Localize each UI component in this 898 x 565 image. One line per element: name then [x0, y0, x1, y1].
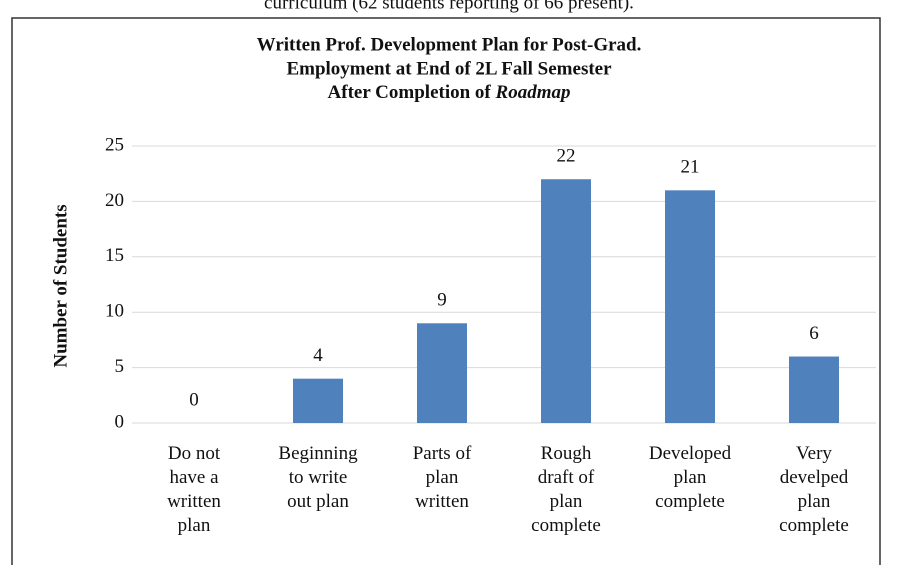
- data-label: 4: [313, 345, 323, 366]
- y-tick-label: 10: [105, 301, 124, 322]
- y-tick-label: 25: [105, 134, 124, 155]
- bar: [665, 190, 715, 423]
- y-tick-label: 0: [115, 411, 125, 432]
- data-label: 6: [809, 323, 819, 344]
- y-tick-label: 15: [105, 245, 124, 266]
- x-tick-label: Very develped plan complete: [779, 443, 849, 536]
- chart-title: After Completion of Roadmap: [328, 82, 571, 103]
- y-axis-title: Number of Students: [50, 204, 71, 367]
- x-tick-label: Do not have a written plan: [167, 443, 221, 536]
- data-label: 21: [681, 157, 700, 178]
- data-label: 22: [557, 146, 576, 167]
- x-tick-label: Beginning to write out plan: [278, 443, 358, 512]
- y-tick-label: 20: [105, 190, 124, 211]
- bar: [293, 378, 343, 423]
- data-label: 0: [189, 389, 199, 410]
- chart-border: [11, 17, 881, 565]
- bar: [789, 356, 839, 423]
- chart-title: Written Prof. Development Plan for Post-…: [257, 34, 642, 55]
- bar: [417, 323, 467, 423]
- y-tick-label: 5: [115, 356, 125, 377]
- x-tick-label: Parts of plan written: [413, 443, 472, 512]
- chart-title: Employment at End of 2L Fall Semester: [286, 58, 612, 79]
- bar: [541, 179, 591, 423]
- x-tick-label: Developed plan complete: [649, 443, 732, 512]
- data-label: 9: [437, 290, 447, 311]
- x-tick-label: Rough draft of plan complete: [531, 443, 601, 536]
- caption: curriculum (62 students reporting of 66 …: [264, 0, 634, 13]
